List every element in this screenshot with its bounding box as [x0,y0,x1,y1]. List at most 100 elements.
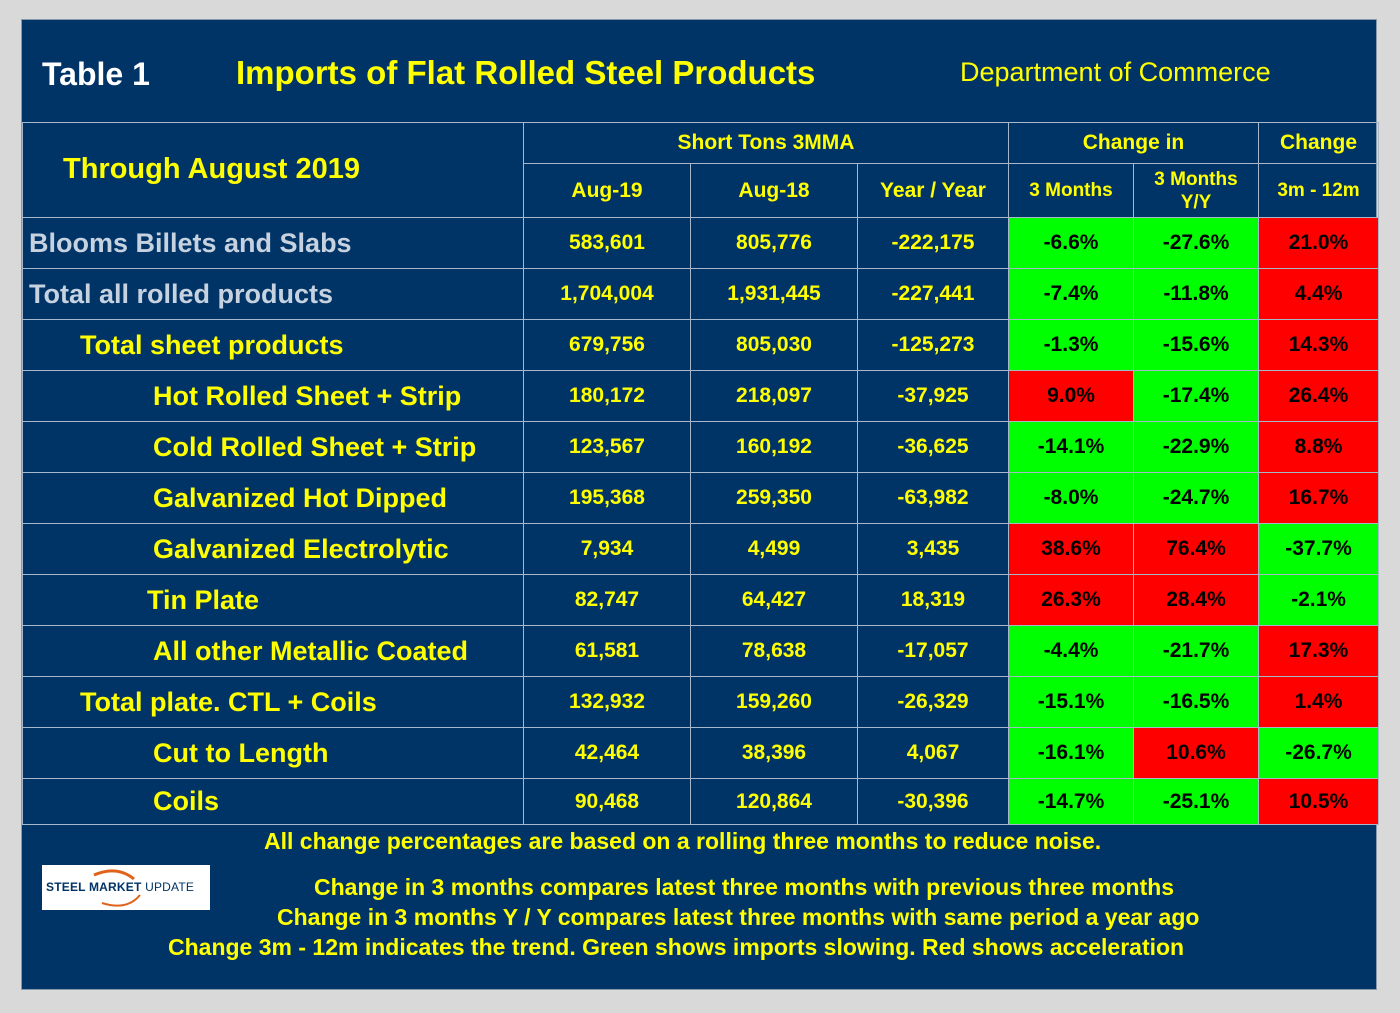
yoy-change-value: -63,982 [857,472,1009,524]
three-month-change: -6.6% [1008,217,1134,269]
table-row: Galvanized Electrolytic 7,934 4,499 3,435 38… [22,523,1380,575]
three-month-change: -14.7% [1008,778,1134,825]
trend-change: -37.7% [1258,523,1380,575]
aug19-value: 61,581 [523,625,691,677]
three-month-yy-change: -11.8% [1132,268,1260,320]
table-row: Total plate. CTL + Coils 132,932 159,260 -2… [22,676,1380,728]
three-months-yy-header: 3 Months Y/Y [1132,163,1260,218]
aug18-value: 159,260 [690,676,858,728]
three-month-change: -4.4% [1008,625,1134,677]
row-label: Hot Rolled Sheet + Strip [22,370,524,422]
table-row: Cold Rolled Sheet + Strip 123,567 160,192-… [22,421,1380,473]
table-label: Table 1 [42,56,150,92]
steel-market-update-logo: STEEL MARKET UPDATE [42,865,210,910]
aug18-value: 38,396 [690,727,858,779]
three-month-yy-change: -24.7% [1132,472,1260,524]
change-in-header: Change in [1007,122,1260,164]
three-month-yy-change: -27.6% [1132,217,1260,269]
short-tons-header: Short Tons 3MMA [523,122,1009,164]
aug19-value: 123,567 [523,421,691,473]
row-label: Total plate. CTL + Coils [22,676,524,728]
three-month-change: 26.3% [1008,574,1134,626]
yoy-change-value: -125,273 [857,319,1009,371]
aug18-value: 4,499 [690,523,858,575]
three-month-yy-change: -16.5% [1132,676,1260,728]
three-month-change: -8.0% [1008,472,1134,524]
three-months-header: 3 Months [1008,163,1134,218]
yoy-change-value: -37,925 [857,370,1009,422]
note-line-4: Change 3m - 12m indicates the trend. Gre… [168,934,1185,960]
aug18-value: 160,192 [690,421,858,473]
imports-table: Through August 2019 Short Tons 3MMA Chan… [22,122,1380,825]
table-row: Galvanized Hot Dipped 195,368 259,350 -63,9… [22,472,1380,524]
header-row-1: Through August 2019 Short Tons 3MMA Chan… [22,122,1380,218]
change-header: Change [1258,122,1380,164]
logo-text-light: UPDATE [145,880,195,894]
aug18-value: 64,427 [690,574,858,626]
trend-change: -2.1% [1258,574,1380,626]
three-month-change: 38.6% [1008,523,1134,575]
aug19-value: 90,468 [523,778,691,825]
three-month-change: -7.4% [1008,268,1134,320]
note-line-2: Change in 3 months compares latest three… [314,874,1175,900]
three-month-yy-change: -21.7% [1132,625,1260,677]
yoy-change-value: -17,057 [857,625,1009,677]
trend-change: 8.8% [1258,421,1380,473]
row-label: Coils [22,778,524,825]
yoy-change-value: -36,625 [857,421,1009,473]
row-label: Galvanized Electrolytic [22,523,524,575]
three-month-yy-change: -25.1% [1132,778,1260,825]
row-label: Total all rolled products [22,268,524,320]
aug18-value: 218,097 [690,370,858,422]
row-label: Tin Plate [22,574,524,626]
aug19-value: 180,172 [523,370,691,422]
table-frame: Table 1 Imports of Flat Rolled Steel Pro… [21,19,1380,990]
table-title: Imports of Flat Rolled Steel Products [236,54,816,91]
three-month-yy-change: -17.4% [1132,370,1260,422]
three-months-yy-label: 3 Months Y/Y [1154,168,1238,213]
three-month-change: -1.3% [1008,319,1134,371]
trend-change: 21.0% [1258,217,1380,269]
three-month-change: -14.1% [1008,421,1134,473]
trend-change: 1.4% [1258,676,1380,728]
aug18-value: 120,864 [690,778,858,825]
logo-text-bold: STEEL MARKET [46,880,142,894]
three-month-yy-change: -15.6% [1132,319,1260,371]
trend-change: 26.4% [1258,370,1380,422]
three-twelve-header: 3m - 12m [1258,163,1380,218]
yoy-change-value: 18,319 [857,574,1009,626]
aug19-value: 82,747 [523,574,691,626]
trend-change: 10.5% [1258,778,1380,825]
trend-change: 16.7% [1258,472,1380,524]
trend-change: -26.7% [1258,727,1380,779]
row-label: Cold Rolled Sheet + Strip [22,421,524,473]
row-label: Total sheet products [22,319,524,371]
three-month-change: -15.1% [1008,676,1134,728]
aug19-header: Aug-19 [523,163,691,218]
aug19-value: 42,464 [523,727,691,779]
table-row: Total all rolled products 1,704,004 1,931,… [22,268,1380,320]
table-row: Hot Rolled Sheet + Strip 180,172 218,097 -3… [22,370,1380,422]
table-row: All other Metallic Coated 61,581 78,638 -17… [22,625,1380,677]
logo-swoosh-icon [93,869,141,907]
trend-change: 4.4% [1258,268,1380,320]
data-source: Department of Commerce [960,57,1271,87]
yoy-change-value: -227,441 [857,268,1009,320]
three-month-yy-change: 76.4% [1132,523,1260,575]
aug18-value: 78,638 [690,625,858,677]
table-row: Tin Plate 82,747 64,427 18,319 26.3% 28.4% -2.… [22,574,1380,626]
three-month-yy-change: 28.4% [1132,574,1260,626]
table-row: Blooms Billets and Slabs 583,601 805,776 -2… [22,217,1380,269]
aug18-header: Aug-18 [690,163,858,218]
aug19-value: 583,601 [523,217,691,269]
header-row-2: Aug-19 Aug-18 Year / Year 3 Months 3 Mon… [23,163,1380,218]
aug19-value: 195,368 [523,472,691,524]
note-line-3: Change in 3 months Y / Y compares latest… [277,904,1200,930]
aug19-value: 132,932 [523,676,691,728]
aug19-value: 1,704,004 [523,268,691,320]
row-label: Blooms Billets and Slabs [22,217,524,269]
aug18-value: 259,350 [690,472,858,524]
table-row: Total sheet products 679,756 805,030 -125,2… [22,319,1380,371]
three-month-yy-change: -22.9% [1132,421,1260,473]
row-label: All other Metallic Coated [22,625,524,677]
